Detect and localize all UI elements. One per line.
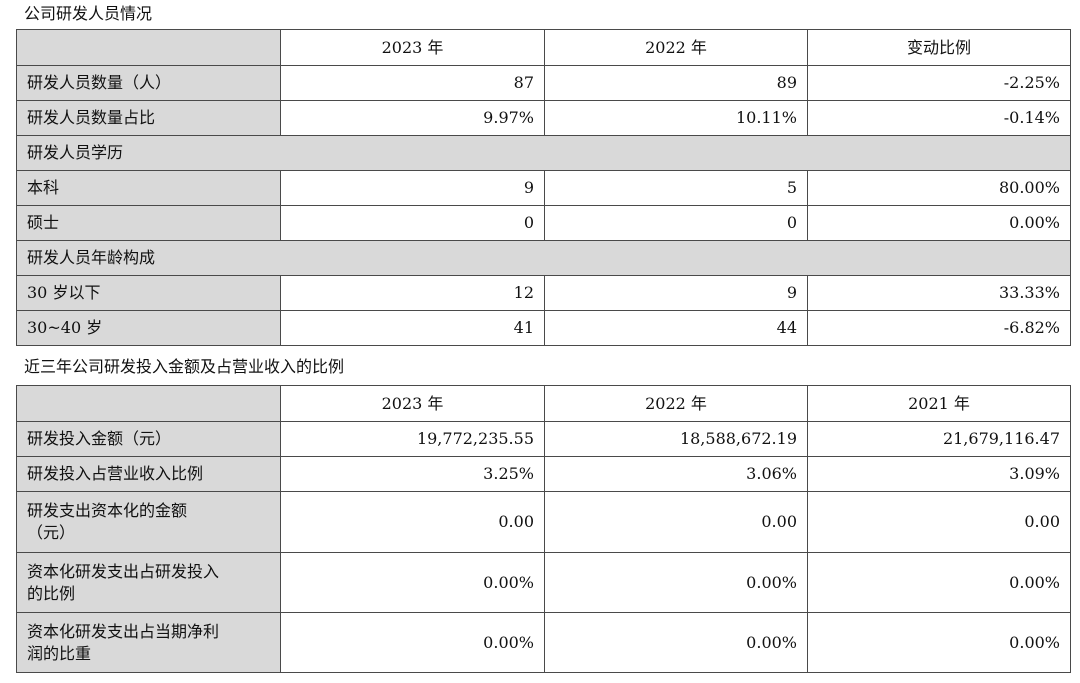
row-label-line: 润的比重 bbox=[27, 643, 92, 663]
cell-value: 0.00 bbox=[544, 491, 808, 553]
cell-value: 9 bbox=[544, 275, 808, 311]
row-label: 硕士 bbox=[16, 205, 281, 241]
table1-caption: 公司研发人员情况 bbox=[24, 4, 153, 23]
cell-value: 33.33% bbox=[807, 275, 1071, 311]
header-change-ratio: 变动比例 bbox=[807, 29, 1071, 66]
cell-value: -6.82% bbox=[807, 310, 1071, 346]
cell-value: 5 bbox=[544, 170, 808, 206]
cell-value: 0.00% bbox=[807, 552, 1071, 613]
cell-value: 0 bbox=[544, 205, 808, 241]
cell-value: 0 bbox=[280, 205, 545, 241]
table-row: 研发人员数量（人） 87 89 -2.25% bbox=[16, 65, 1071, 101]
cell-value: 87 bbox=[280, 65, 545, 101]
row-label-line: 的比例 bbox=[27, 583, 76, 603]
cell-value: 3.25% bbox=[280, 456, 545, 492]
table-row: 30~40 岁 41 44 -6.82% bbox=[16, 310, 1071, 346]
row-label: 研发人员数量（人） bbox=[16, 65, 281, 101]
row-label-line: 资本化研发支出占研发投入 bbox=[27, 561, 220, 581]
row-label: 资本化研发支出占当期净利 润的比重 bbox=[16, 612, 281, 673]
header-2023: 2023 年 bbox=[280, 385, 545, 422]
row-label: 资本化研发支出占研发投入 的比例 bbox=[16, 552, 281, 613]
cell-value: 9 bbox=[280, 170, 545, 206]
table-row: 本科 9 5 80.00% bbox=[16, 170, 1071, 206]
header-2022: 2022 年 bbox=[544, 385, 808, 422]
cell-value: 18,588,672.19 bbox=[544, 421, 808, 457]
row-label-line: （元） bbox=[27, 523, 76, 542]
table-row: 硕士 0 0 0.00% bbox=[16, 205, 1071, 241]
section-row: 研发人员学历 bbox=[16, 135, 1071, 171]
header-2023: 2023 年 bbox=[280, 29, 545, 66]
section-row: 研发人员年龄构成 bbox=[16, 240, 1071, 276]
row-label: 本科 bbox=[16, 170, 281, 206]
header-corner-cell bbox=[16, 385, 281, 422]
row-label-line: 资本化研发支出占当期净利 bbox=[27, 621, 220, 641]
cell-value: -0.14% bbox=[807, 100, 1071, 136]
section-label-age: 研发人员年龄构成 bbox=[16, 240, 1071, 276]
table-row: 研发支出资本化的金额 （元） 0.00 0.00 0.00 bbox=[16, 491, 1071, 553]
cell-value: 19,772,235.55 bbox=[280, 421, 545, 457]
row-label: 研发人员数量占比 bbox=[16, 100, 281, 136]
row-label: 30 岁以下 bbox=[16, 275, 281, 311]
table1-header-row: 2023 年 2022 年 变动比例 bbox=[16, 29, 1071, 66]
cell-value: 44 bbox=[544, 310, 808, 346]
header-corner-cell bbox=[16, 29, 281, 66]
cell-value: 3.06% bbox=[544, 456, 808, 492]
cell-value: 21,679,116.47 bbox=[807, 421, 1071, 457]
section-label-education: 研发人员学历 bbox=[16, 135, 1071, 171]
header-2022: 2022 年 bbox=[544, 29, 808, 66]
table-row: 研发人员数量占比 9.97% 10.11% -0.14% bbox=[16, 100, 1071, 136]
cell-value: 0.00% bbox=[280, 612, 545, 673]
cell-value: 89 bbox=[544, 65, 808, 101]
table-row: 30 岁以下 12 9 33.33% bbox=[16, 275, 1071, 311]
table-row: 资本化研发支出占研发投入 的比例 0.00% 0.00% 0.00% bbox=[16, 552, 1071, 613]
row-label: 研发投入占营业收入比例 bbox=[16, 456, 281, 492]
cell-value: 0.00 bbox=[280, 491, 545, 553]
row-label: 研发投入金额（元） bbox=[16, 421, 281, 457]
cell-value: 41 bbox=[280, 310, 545, 346]
table-row: 研发投入占营业收入比例 3.25% 3.06% 3.09% bbox=[16, 456, 1071, 492]
row-label: 30~40 岁 bbox=[16, 310, 281, 346]
cell-value: 80.00% bbox=[807, 170, 1071, 206]
header-2021: 2021 年 bbox=[807, 385, 1071, 422]
cell-value: 3.09% bbox=[807, 456, 1071, 492]
cell-value: 0.00% bbox=[280, 552, 545, 613]
cell-value: 0.00% bbox=[807, 612, 1071, 673]
cell-value: 12 bbox=[280, 275, 545, 311]
rd-investment-table: 2023 年 2022 年 2021 年 研发投入金额（元） 19,772,23… bbox=[16, 385, 1071, 673]
cell-value: 0.00% bbox=[807, 205, 1071, 241]
cell-value: 0.00% bbox=[544, 612, 808, 673]
rd-personnel-table: 2023 年 2022 年 变动比例 研发人员数量（人） 87 89 -2.25… bbox=[16, 29, 1071, 346]
table2-header-row: 2023 年 2022 年 2021 年 bbox=[16, 385, 1071, 422]
cell-value: 0.00% bbox=[544, 552, 808, 613]
cell-value: 10.11% bbox=[544, 100, 808, 136]
table2-caption: 近三年公司研发投入金额及占营业收入的比例 bbox=[24, 357, 345, 376]
table-row: 研发投入金额（元） 19,772,235.55 18,588,672.19 21… bbox=[16, 421, 1071, 457]
cell-value: -2.25% bbox=[807, 65, 1071, 101]
cell-value: 0.00 bbox=[807, 491, 1071, 553]
row-label-line: 研发支出资本化的金额 bbox=[27, 501, 188, 520]
row-label: 研发支出资本化的金额 （元） bbox=[16, 491, 281, 553]
table-row: 资本化研发支出占当期净利 润的比重 0.00% 0.00% 0.00% bbox=[16, 612, 1071, 673]
cell-value: 9.97% bbox=[280, 100, 545, 136]
